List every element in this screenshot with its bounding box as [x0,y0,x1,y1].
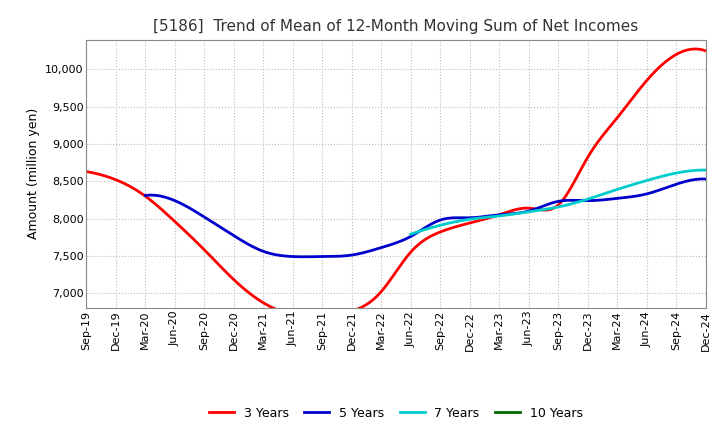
3 Years [453,224,462,229]
3 Years [300,312,308,317]
Line: 7 Years: 7 Years [410,170,706,234]
7 Years [699,167,708,172]
5 Years [651,189,660,194]
Legend: 3 Years, 5 Years, 7 Years, 10 Years: 3 Years, 5 Years, 7 Years, 10 Years [210,407,582,420]
Line: 5 Years: 5 Years [145,179,706,257]
5 Years [477,214,485,220]
5 Years [699,176,708,182]
7 Years [406,231,415,237]
7 Years [655,174,664,180]
7 Years [587,195,595,201]
Title: [5186]  Trend of Mean of 12-Month Moving Sum of Net Incomes: [5186] Trend of Mean of 12-Month Moving … [153,19,639,34]
3 Years [691,46,700,51]
3 Years [606,124,615,129]
5 Years [701,176,710,182]
3 Years [84,169,93,175]
5 Years [486,213,495,219]
3 Years [645,74,654,80]
3 Years [451,224,459,230]
5 Years [615,195,624,201]
7 Years [408,231,416,236]
3 Years [82,169,91,174]
7 Years [581,197,590,202]
Y-axis label: Amount (million yen): Amount (million yen) [27,108,40,239]
5 Years [143,193,152,198]
5 Years [474,215,483,220]
5 Years [141,193,150,198]
3 Years [701,48,710,53]
3 Years [463,221,472,226]
5 Years [300,254,309,260]
7 Years [582,197,590,202]
7 Years [701,168,710,173]
Line: 3 Years: 3 Years [86,49,706,315]
7 Years [674,170,683,175]
